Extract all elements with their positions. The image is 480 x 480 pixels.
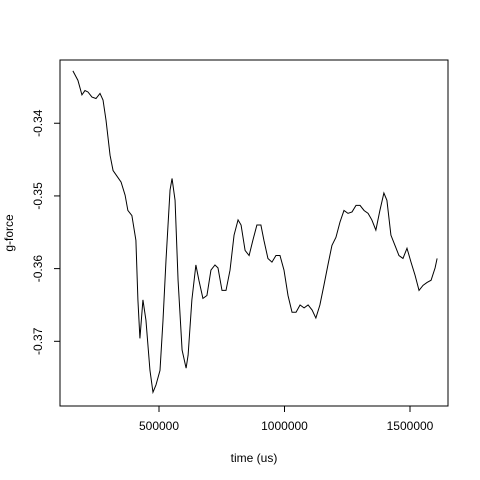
x-tick-label: 1000000 bbox=[261, 419, 308, 433]
data-line bbox=[72, 70, 438, 395]
y-tick-label: -0.37 bbox=[31, 327, 45, 355]
x-tick-label: 1500000 bbox=[387, 419, 434, 433]
y-tick-label: -0.36 bbox=[31, 255, 45, 283]
x-tick-label: 500000 bbox=[139, 419, 179, 433]
plot-box bbox=[59, 59, 449, 407]
y-tick-label: -0.35 bbox=[31, 182, 45, 210]
y-axis-title: g-force bbox=[2, 214, 16, 252]
y-tick-label: -0.34 bbox=[31, 109, 45, 137]
x-axis-title: time (us) bbox=[231, 451, 278, 465]
